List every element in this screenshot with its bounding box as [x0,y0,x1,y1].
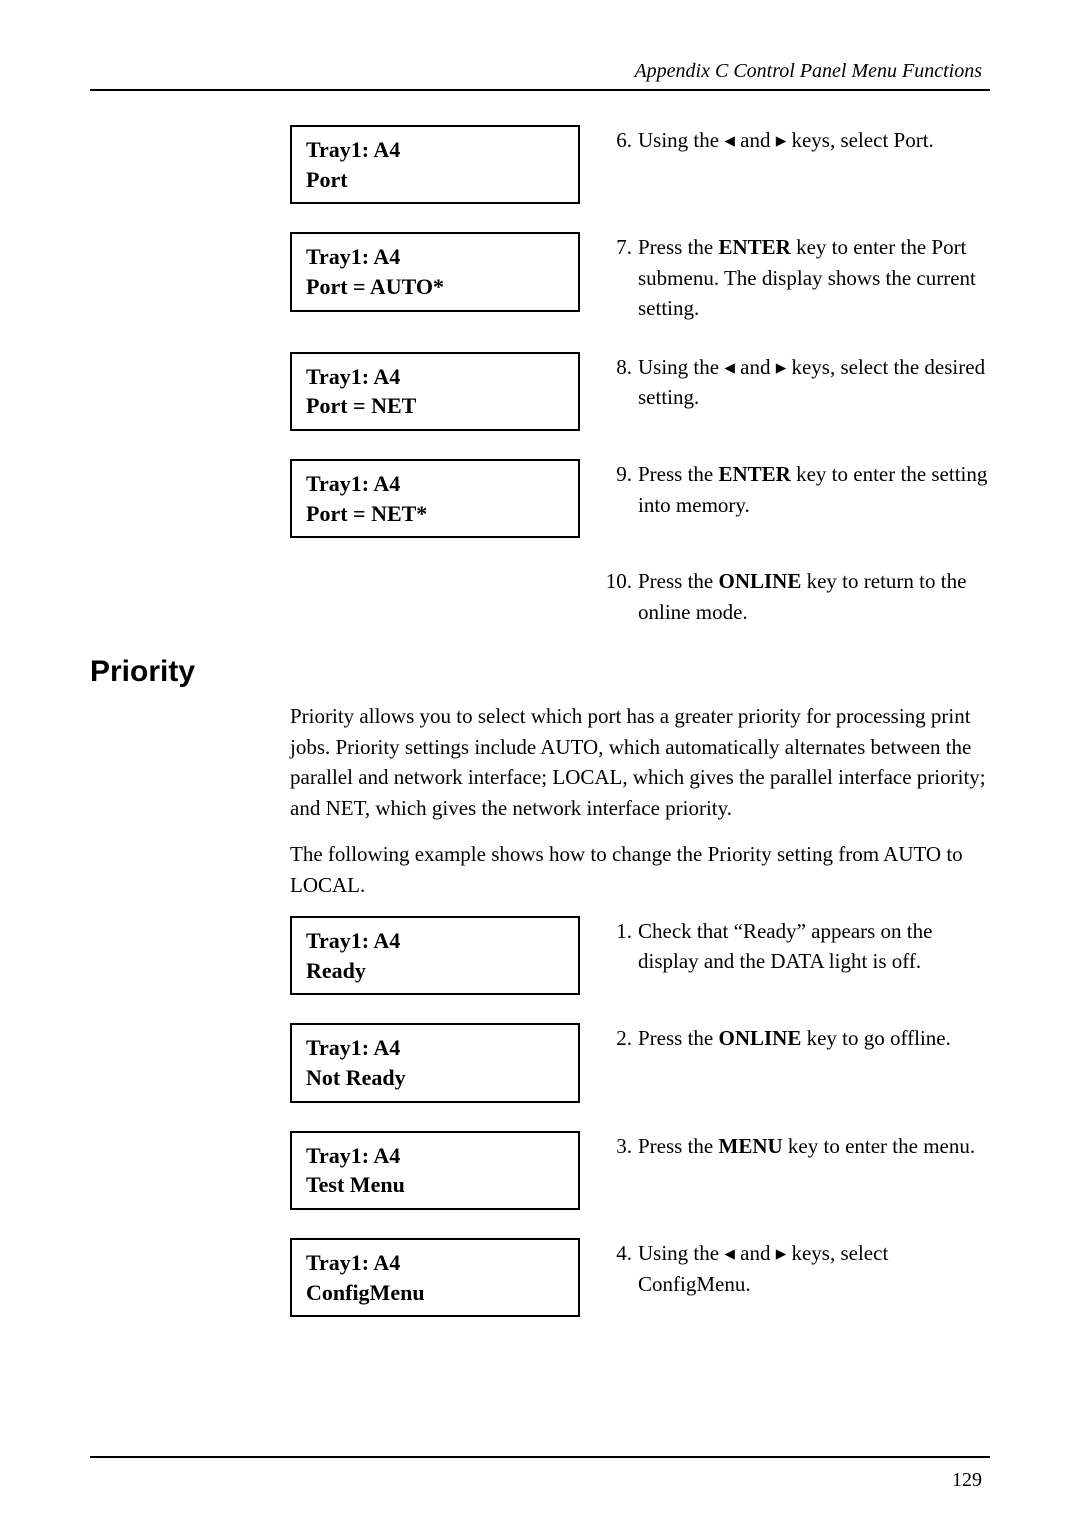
step-text: Press the ONLINE key to return to the on… [638,566,990,627]
step-row: Tray1: A4 Not Ready 2. Press the ONLINE … [290,1023,990,1102]
lcd-display: Tray1: A4 Port = NET* [290,459,580,538]
step-number: 10. [604,566,638,627]
lcd-line1: Tray1: A4 [306,469,564,499]
lcd-line1: Tray1: A4 [306,135,564,165]
step-text: Press the ONLINE key to go offline. [638,1023,990,1053]
lcd-line1: Tray1: A4 [306,1141,564,1171]
lcd-display: Tray1: A4 Port = NET [290,352,580,431]
step-text: Check that “Ready” appears on the displa… [638,916,990,977]
lcd-line2: Port = AUTO* [306,272,564,302]
bottom-rule [90,1456,990,1458]
step-text: Using the ◂ and ▸ keys, select Port. [638,125,990,155]
step-number: 8. [604,352,638,382]
section-2: Tray1: A4 Ready 1. Check that “Ready” ap… [290,916,990,1318]
running-head: Appendix C Control Panel Menu Functions [90,60,990,83]
step-number: 6. [604,125,638,155]
step-number: 7. [604,232,638,262]
lcd-display: Tray1: A4 Ready [290,916,580,995]
lcd-display: Tray1: A4 Test Menu [290,1131,580,1210]
lcd-line1: Tray1: A4 [306,1033,564,1063]
step-row: Tray1: A4 Test Menu 3. Press the MENU ke… [290,1131,990,1210]
step-row: Tray1: A4 Port = NET* 9. Press the ENTER… [290,459,990,538]
step-row: 10. Press the ONLINE key to return to th… [604,566,990,627]
step-row: Tray1: A4 Port = NET 8. Using the ◂ and … [290,352,990,431]
lcd-line2: Ready [306,956,564,986]
step-row: Tray1: A4 Ready 1. Check that “Ready” ap… [290,916,990,995]
step-number: 1. [604,916,638,946]
lcd-line2: Port = NET [306,391,564,421]
lcd-line2: Test Menu [306,1170,564,1200]
lcd-display: Tray1: A4 Port = AUTO* [290,232,580,311]
page: Appendix C Control Panel Menu Functions … [0,0,1080,1528]
step-number: 9. [604,459,638,489]
step-row: Tray1: A4 ConfigMenu 4. Using the ◂ and … [290,1238,990,1317]
step-text: Press the MENU key to enter the menu. [638,1131,990,1161]
lcd-line1: Tray1: A4 [306,926,564,956]
step-text: Press the ENTER key to enter the Port su… [638,232,990,323]
step-text: Press the ENTER key to enter the setting… [638,459,990,520]
lcd-line2: Port [306,165,564,195]
lcd-line1: Tray1: A4 [306,242,564,272]
lcd-line1: Tray1: A4 [306,362,564,392]
step-text: Using the ◂ and ▸ keys, select the desir… [638,352,990,413]
step-row: Tray1: A4 Port 6. Using the ◂ and ▸ keys… [290,125,990,204]
lcd-line2: Not Ready [306,1063,564,1093]
body-paragraph: Priority allows you to select which port… [290,701,990,823]
top-rule [90,89,990,91]
step-number: 4. [604,1238,638,1268]
step-number: 2. [604,1023,638,1053]
step-number: 3. [604,1131,638,1161]
lcd-display: Tray1: A4 Port [290,125,580,204]
section-heading: Priority [90,655,990,689]
page-number: 129 [952,1469,982,1492]
lcd-display: Tray1: A4 Not Ready [290,1023,580,1102]
lcd-line2: Port = NET* [306,499,564,529]
section-1: Tray1: A4 Port 6. Using the ◂ and ▸ keys… [290,125,990,627]
step-text: Using the ◂ and ▸ keys, select ConfigMen… [638,1238,990,1299]
step-row: Tray1: A4 Port = AUTO* 7. Press the ENTE… [290,232,990,323]
lcd-display: Tray1: A4 ConfigMenu [290,1238,580,1317]
lcd-line2: ConfigMenu [306,1278,564,1308]
body-paragraph: The following example shows how to chang… [290,839,990,900]
lcd-line1: Tray1: A4 [306,1248,564,1278]
